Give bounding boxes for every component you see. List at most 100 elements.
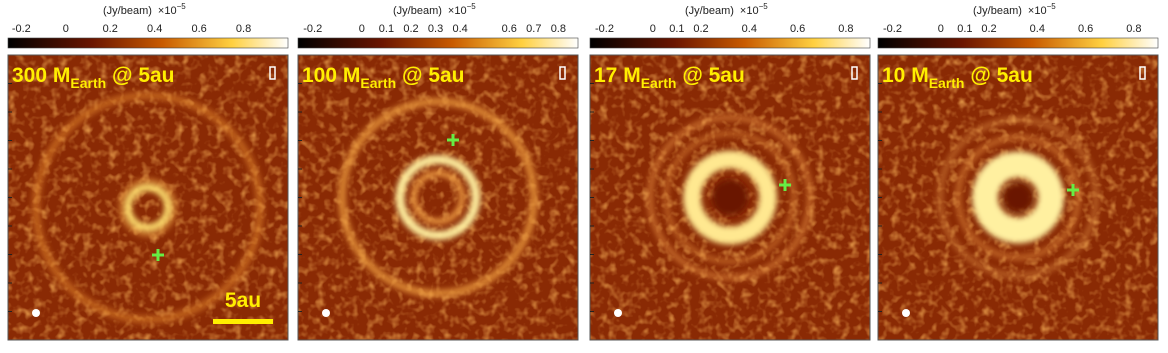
colorbar-scale: ×10 [1028,5,1047,17]
colorbar-label: (Jy/beam) ×10−5 [973,2,1056,17]
title-rest: @ 5au [106,64,174,87]
legend-icon [851,66,858,80]
colorbar-tick-label: 0 [650,23,656,35]
colorbar-tick-label: 0.2 [103,23,118,35]
planet-marker [1067,184,1079,196]
title-subscript: Earth [641,75,677,91]
colorbar-exponent: −5 [759,2,769,11]
colorbar-tick-label: 0 [359,23,365,35]
ring [972,151,1064,244]
colorbar [297,37,579,49]
colorbar-tick-label: 0.8 [236,23,251,35]
ring [663,131,797,264]
legend-icon [1139,66,1146,80]
colorbar-scale: ×10 [158,5,177,17]
beam [614,309,622,317]
title-rest: @ 5au [396,64,464,87]
colorbar-tick-label: 0.4 [742,23,757,35]
colorbar-tick-label: 0.6 [502,23,517,35]
title-main: 300 M [12,64,70,87]
title-main: 10 M [882,64,929,87]
beam [322,309,330,317]
colorbar-label: (Jy/beam) ×10−5 [685,2,768,17]
title-subscript: Earth [360,75,396,91]
ring [411,171,465,224]
panel-title: 10 MEarth @ 5au [882,64,1033,91]
scalebar-label: 5au [225,289,261,312]
ring [647,114,813,281]
colorbar-tick-label: 0.8 [838,23,853,35]
image-noise [8,55,288,340]
colorbar-unit: (Jy/beam) [973,5,1022,17]
panel-title: 17 MEarth @ 5au [594,64,745,91]
legend-icon [559,66,566,80]
colorbar-tick-label: 0 [63,23,69,35]
title-rest: @ 5au [964,64,1032,87]
colorbar-tick-label: 0.1 [957,23,972,35]
colorbar-tick-label: -0.2 [303,23,322,35]
ring [955,134,1081,261]
title-main: 100 M [302,64,360,87]
rings [647,114,813,281]
panel-title: 300 MEarth @ 5au [12,64,175,91]
planet-marker [779,179,791,191]
colorbar-tick-label: 0.2 [981,23,996,35]
panel: (Jy/beam) ×10−5 -0.2 0 0.1 0.2 0.4 0.6 0.8 17 MEa… [589,2,871,341]
colorbar-unit: (Jy/beam) [393,5,442,17]
rings [937,116,1099,279]
colorbar-tick-label: 0.8 [551,23,566,35]
panel: (Jy/beam) ×10−5 -0.2 0 0.1 0.2 0.3 0.4 0.6 0.7 0.8… [297,2,579,341]
colorbar [7,37,289,49]
colorbar-tick-label: 0.3 [428,23,443,35]
colorbar-tick-label: 0.2 [403,23,418,35]
title-main: 17 M [594,64,641,87]
colorbar-label: (Jy/beam) ×10−5 [103,2,186,17]
colorbar [877,37,1159,49]
colorbar-tick-label: 0.6 [790,23,805,35]
colorbar [589,37,871,49]
beam [32,309,40,317]
colorbar-tick-label: 0.4 [1030,23,1045,35]
ring [338,97,538,298]
colorbar-tick-label: -0.2 [883,23,902,35]
colorbar-exponent: −5 [1047,2,1057,11]
colorbar-scale: ×10 [448,5,467,17]
panel-title: 100 MEarth @ 5au [302,64,465,91]
colorbar-unit: (Jy/beam) [103,5,152,17]
colorbar-scale: ×10 [740,5,759,17]
panel: (Jy/beam) ×10−5 -0.2 0 0.1 0.2 0.4 0.6 0.8 10 MEa… [877,2,1159,341]
colorbar-exponent: −5 [467,2,477,11]
colorbar-tick-label: 0.4 [452,23,467,35]
colorbar-unit: (Jy/beam) [685,5,734,17]
disk-hole [1004,183,1032,212]
title-subscript: Earth [929,75,965,91]
colorbar-tick-label: 0.2 [693,23,708,35]
planet-marker [447,134,459,146]
ring [683,150,777,245]
colorbar-tick-label: 0.7 [526,23,541,35]
colorbar-tick-label: 0 [938,23,944,35]
title-subscript: Earth [70,75,106,91]
scalebar [213,319,273,324]
colorbar-exponent: −5 [177,2,187,11]
colorbar-tick-label: 0.6 [191,23,206,35]
rings [338,97,538,298]
colorbar-tick-label: 0.4 [147,23,162,35]
colorbar-tick-label: 0.8 [1126,23,1141,35]
ring [395,155,481,240]
beam [902,309,910,317]
rings [32,91,264,324]
ring [32,91,264,324]
ring [937,116,1099,279]
panel: (Jy/beam) ×10−5 -0.2 0 0.2 0.4 0.6 0.8 300 MEart… [7,2,289,341]
colorbar-tick-label: -0.2 [595,23,614,35]
colorbar-label: (Jy/beam) ×10−5 [393,2,476,17]
colorbar-tick-label: 0.1 [379,23,394,35]
colorbar-tick-label: -0.2 [12,23,31,35]
colorbar-tick-label: 0.6 [1078,23,1093,35]
legend-icon [269,66,276,80]
title-rest: @ 5au [676,64,744,87]
ring [124,184,172,231]
ring [119,178,177,237]
